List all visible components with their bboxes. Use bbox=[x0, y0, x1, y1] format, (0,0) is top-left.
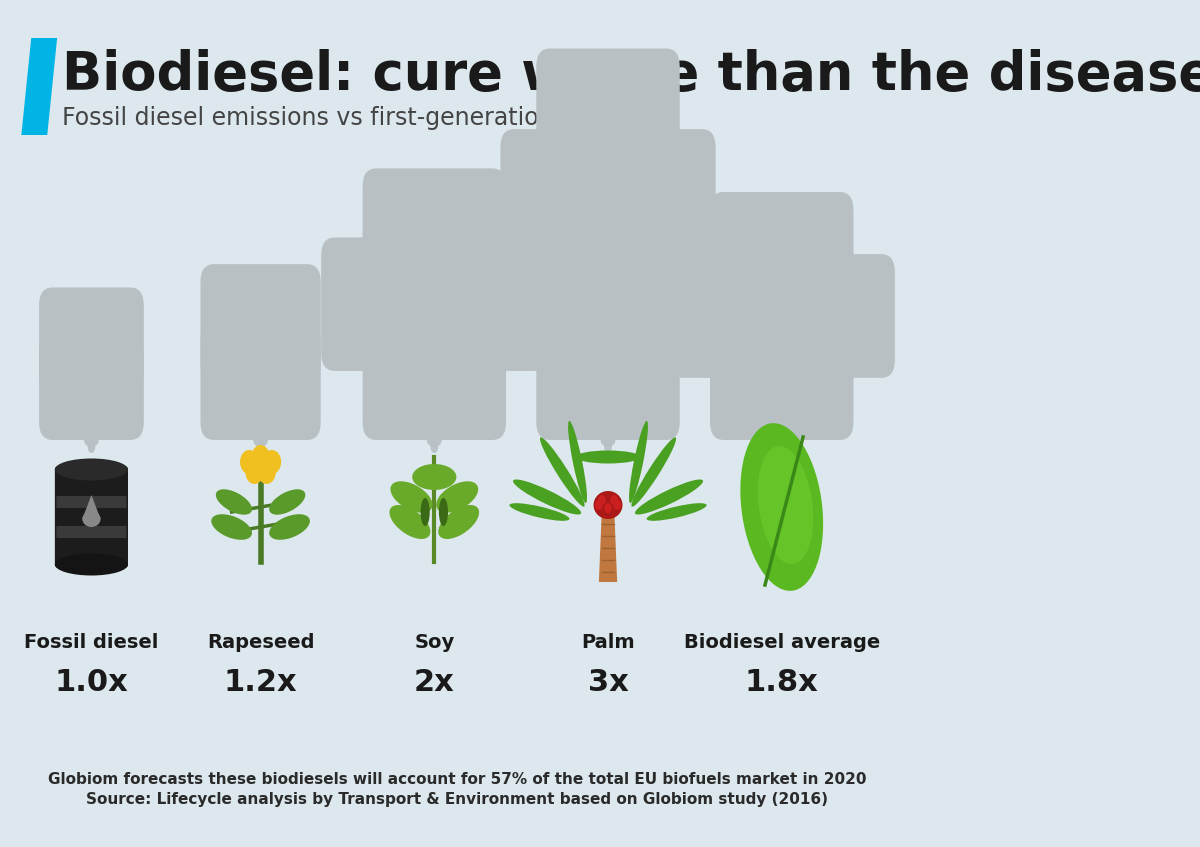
Ellipse shape bbox=[514, 479, 581, 514]
Ellipse shape bbox=[55, 553, 128, 575]
Ellipse shape bbox=[576, 451, 641, 463]
Circle shape bbox=[595, 500, 602, 510]
Ellipse shape bbox=[257, 441, 264, 453]
Ellipse shape bbox=[635, 479, 703, 514]
Ellipse shape bbox=[246, 423, 275, 435]
Ellipse shape bbox=[590, 416, 626, 428]
Ellipse shape bbox=[436, 481, 479, 512]
Ellipse shape bbox=[647, 503, 707, 521]
Polygon shape bbox=[83, 495, 101, 519]
Text: 1.2x: 1.2x bbox=[223, 667, 298, 696]
Ellipse shape bbox=[83, 511, 101, 527]
FancyBboxPatch shape bbox=[200, 322, 320, 440]
Ellipse shape bbox=[88, 441, 95, 453]
Ellipse shape bbox=[55, 458, 128, 480]
Ellipse shape bbox=[763, 416, 800, 428]
Ellipse shape bbox=[416, 416, 452, 428]
Ellipse shape bbox=[598, 429, 619, 440]
Ellipse shape bbox=[601, 435, 616, 446]
Ellipse shape bbox=[242, 416, 278, 428]
Ellipse shape bbox=[420, 498, 430, 526]
FancyBboxPatch shape bbox=[56, 526, 126, 538]
Ellipse shape bbox=[767, 423, 797, 435]
Text: Rapeseed: Rapeseed bbox=[206, 633, 314, 651]
Ellipse shape bbox=[427, 435, 442, 446]
Ellipse shape bbox=[420, 423, 449, 435]
Polygon shape bbox=[22, 38, 58, 135]
Ellipse shape bbox=[631, 437, 676, 507]
Ellipse shape bbox=[629, 421, 648, 503]
Circle shape bbox=[613, 500, 620, 510]
Circle shape bbox=[240, 450, 258, 474]
Circle shape bbox=[245, 460, 264, 484]
Ellipse shape bbox=[594, 491, 623, 519]
Circle shape bbox=[252, 445, 270, 469]
Text: 3x: 3x bbox=[588, 667, 629, 696]
Ellipse shape bbox=[431, 441, 438, 453]
Ellipse shape bbox=[216, 490, 252, 515]
FancyBboxPatch shape bbox=[668, 254, 895, 378]
Text: Palm: Palm bbox=[581, 633, 635, 651]
FancyBboxPatch shape bbox=[56, 496, 126, 508]
Ellipse shape bbox=[413, 464, 456, 490]
Ellipse shape bbox=[390, 505, 431, 539]
FancyBboxPatch shape bbox=[200, 264, 320, 382]
Text: Source: Lifecycle analysis by Transport & Environment based on Globiom study (20: Source: Lifecycle analysis by Transport … bbox=[86, 791, 828, 806]
Text: 2x: 2x bbox=[414, 667, 455, 696]
Text: Globiom forecasts these biodiesels will account for 57% of the total EU biofuels: Globiom forecasts these biodiesels will … bbox=[48, 772, 866, 787]
FancyBboxPatch shape bbox=[40, 335, 144, 440]
Circle shape bbox=[258, 460, 276, 484]
Ellipse shape bbox=[740, 424, 823, 591]
Ellipse shape bbox=[770, 429, 793, 440]
Ellipse shape bbox=[253, 435, 268, 446]
Ellipse shape bbox=[439, 498, 448, 526]
Ellipse shape bbox=[77, 423, 106, 435]
Ellipse shape bbox=[774, 435, 790, 446]
FancyBboxPatch shape bbox=[362, 307, 506, 440]
Ellipse shape bbox=[80, 429, 102, 440]
Ellipse shape bbox=[510, 503, 570, 521]
Text: 1.0x: 1.0x bbox=[54, 667, 128, 696]
Ellipse shape bbox=[211, 514, 252, 540]
Ellipse shape bbox=[390, 481, 432, 512]
Text: Fossil diesel: Fossil diesel bbox=[24, 633, 158, 651]
FancyBboxPatch shape bbox=[710, 316, 853, 440]
Ellipse shape bbox=[568, 421, 587, 503]
Polygon shape bbox=[599, 507, 617, 582]
Ellipse shape bbox=[438, 505, 479, 539]
FancyBboxPatch shape bbox=[362, 169, 506, 302]
Ellipse shape bbox=[424, 429, 445, 440]
FancyBboxPatch shape bbox=[536, 291, 679, 440]
Ellipse shape bbox=[250, 429, 271, 440]
Text: 1.8x: 1.8x bbox=[745, 667, 818, 696]
FancyBboxPatch shape bbox=[55, 467, 128, 567]
Circle shape bbox=[598, 495, 606, 505]
Circle shape bbox=[605, 503, 612, 513]
Ellipse shape bbox=[269, 490, 305, 515]
Circle shape bbox=[611, 495, 618, 505]
Ellipse shape bbox=[757, 446, 814, 564]
Text: Soy: Soy bbox=[414, 633, 455, 651]
Ellipse shape bbox=[594, 423, 623, 435]
FancyBboxPatch shape bbox=[322, 237, 547, 371]
FancyBboxPatch shape bbox=[40, 287, 144, 391]
Text: Biodiesel average: Biodiesel average bbox=[684, 633, 880, 651]
FancyBboxPatch shape bbox=[536, 48, 679, 198]
Ellipse shape bbox=[84, 435, 98, 446]
Ellipse shape bbox=[73, 416, 109, 428]
FancyBboxPatch shape bbox=[710, 192, 853, 316]
Text: Fossil diesel emissions vs first-generation biodiesel: Fossil diesel emissions vs first-generat… bbox=[62, 106, 667, 130]
Ellipse shape bbox=[540, 437, 584, 507]
Ellipse shape bbox=[605, 441, 612, 453]
FancyBboxPatch shape bbox=[500, 129, 715, 279]
Ellipse shape bbox=[778, 441, 786, 453]
Circle shape bbox=[263, 450, 281, 474]
Ellipse shape bbox=[269, 514, 310, 540]
FancyBboxPatch shape bbox=[500, 210, 715, 359]
Text: Biodiesel: cure worse than the disease: Biodiesel: cure worse than the disease bbox=[62, 49, 1200, 101]
